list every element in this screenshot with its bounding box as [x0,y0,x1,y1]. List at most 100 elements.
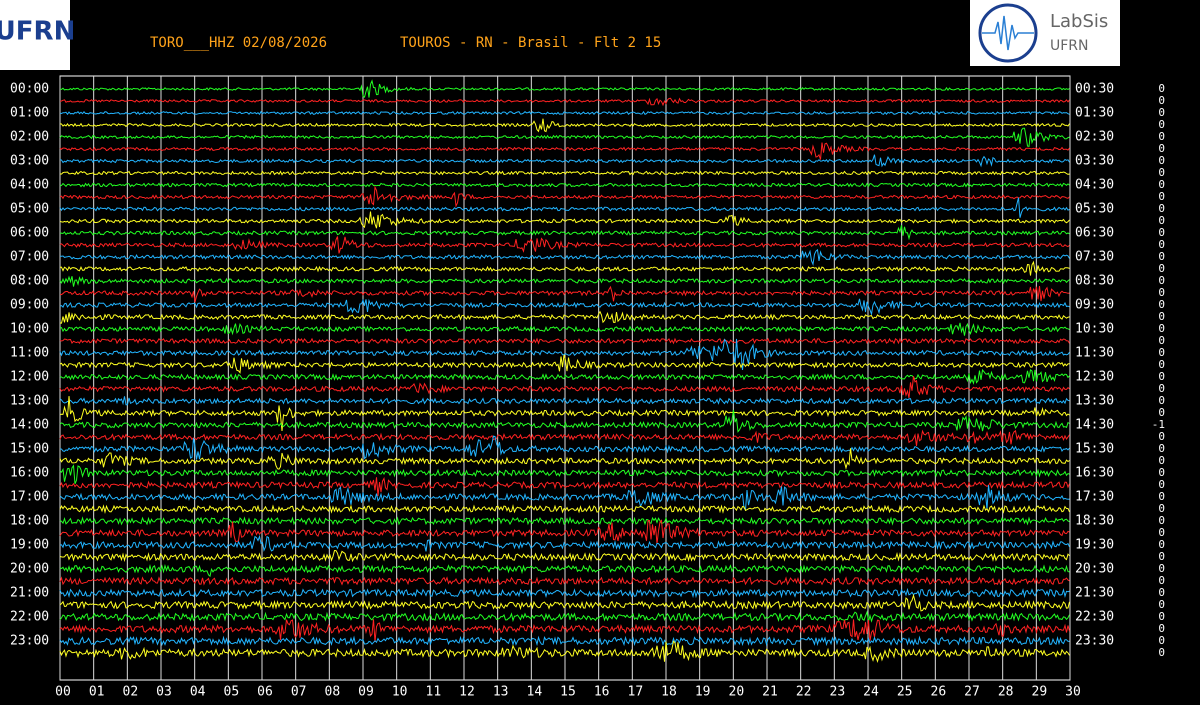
x-label: 23 [830,685,846,700]
left-time-label: 10:00 [10,322,49,337]
seismic-trace [59,285,1070,303]
seismic-trace [59,185,1070,208]
right-time-label: 14:30 [1075,418,1114,433]
left-time-label: 11:00 [10,346,49,361]
seismic-trace [59,118,1070,133]
seismic-trace [59,197,1070,218]
left-time-label: 21:00 [10,586,49,601]
seismic-trace [59,476,1070,496]
seismic-trace [59,310,1070,324]
x-label: 14 [527,685,543,700]
left-time-label: 05:00 [10,202,49,217]
x-label: 11 [426,685,442,700]
seismic-trace [59,260,1070,276]
seismic-trace [59,534,1070,552]
logo-ring [978,3,1038,63]
right-time-label: 21:30 [1075,586,1114,601]
trace-value: 0 [1158,130,1165,143]
seismic-trace [59,396,1070,406]
x-label: 27 [964,685,980,700]
trace-value: 0 [1158,574,1165,587]
seismic-trace [59,519,1070,544]
trace-value: 0 [1158,238,1165,251]
logo-right-subtitle: UFRN [1050,38,1089,54]
trace-value: 0 [1158,394,1165,407]
trace-value: 0 [1158,526,1165,539]
right-time-label: 23:30 [1075,634,1114,649]
x-label: 13 [493,685,509,700]
trace-value: 0 [1158,94,1165,107]
x-label: 08 [325,685,341,700]
location-title: TOUROS - RN - Brasil - Flt 2 15 [400,35,661,51]
trace-value: 0 [1158,214,1165,227]
right-time-label: 03:30 [1075,154,1114,169]
logo-left-box [0,0,70,70]
seismic-trace [59,549,1070,563]
right-time-label: 06:30 [1075,226,1114,241]
right-time-label: 11:30 [1075,346,1114,361]
trace-value: 0 [1158,82,1165,95]
right-time-label: 05:30 [1075,202,1114,217]
trace-value: 0 [1158,610,1165,623]
x-label: 17 [628,685,644,700]
trace-value: 0 [1158,562,1165,575]
right-time-label: 09:30 [1075,298,1114,313]
left-time-label: 00:00 [10,82,49,97]
seismic-trace [59,464,1070,484]
trace-value: 0 [1158,286,1165,299]
seismic-trace [59,298,1070,317]
seismic-trace [59,610,1070,623]
seismic-trace [59,576,1070,587]
seismic-trace [59,485,1070,512]
trace-value: 0 [1158,322,1165,335]
trace-value: 0 [1158,550,1165,563]
trace-value: 0 [1158,490,1165,503]
x-label: 10 [392,685,408,700]
x-label: 28 [998,685,1014,700]
left-time-label: 07:00 [10,250,49,265]
trace-value: 0 [1158,346,1165,359]
seismic-trace [59,396,1070,431]
seismic-trace [59,448,1070,470]
left-time-label: 19:00 [10,538,49,553]
right-time-label: 17:30 [1075,490,1114,505]
right-time-label: 20:30 [1075,562,1114,577]
left-time-label: 12:00 [10,370,49,385]
trace-value: 0 [1158,190,1165,203]
x-label: 05 [224,685,240,700]
trace-value: 0 [1158,622,1165,635]
logo-right-title: LabSis [1050,11,1108,32]
x-label: 04 [190,685,206,700]
trace-value: 0 [1158,154,1165,167]
seismic-trace [59,368,1070,385]
x-label: 07 [291,685,307,700]
seismic-trace [59,516,1070,526]
trace-value: 0 [1158,106,1165,119]
trace-value: 0 [1158,370,1165,383]
x-label: 22 [796,685,812,700]
right-time-label: 02:30 [1075,130,1114,145]
logo-left: UFRN [0,17,75,47]
seismic-trace [59,504,1070,514]
trace-value: 0 [1158,586,1165,599]
left-time-label: 15:00 [10,442,49,457]
trace-value: 0 [1158,250,1165,263]
right-time-label: 01:30 [1075,106,1114,121]
right-time-label: 22:30 [1075,610,1114,625]
seismic-trace [59,322,1070,336]
seismic-trace [59,211,1070,229]
trace-value: 0 [1158,298,1165,311]
trace-value: 0 [1158,382,1165,395]
seismic-trace [59,635,1070,647]
seismic-trace [59,564,1070,578]
trace-value: 0 [1158,538,1165,551]
seismic-trace [59,236,1070,254]
seismic-trace [59,587,1070,599]
seismic-trace [60,248,1070,267]
trace-value: -1 [1152,418,1165,431]
seismic-trace [59,429,1070,446]
x-label: 06 [257,685,273,700]
x-label: 26 [931,685,947,700]
x-label: 16 [594,685,610,700]
x-label: 24 [863,685,879,700]
